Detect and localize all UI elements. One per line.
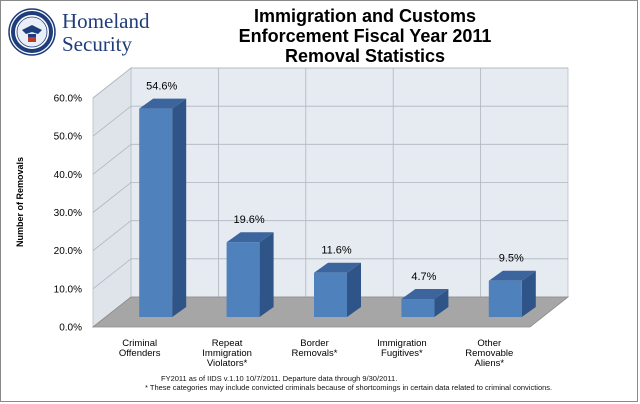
gridline <box>92 182 568 213</box>
bar-top <box>488 270 536 281</box>
y-tick-label: 20.0% <box>54 246 82 257</box>
bar-side <box>172 98 187 317</box>
data-label: 9.5% <box>499 253 524 265</box>
y-tick-label: 30.0% <box>54 208 82 219</box>
chart-title-line: Enforcement Fiscal Year 2011 <box>238 26 492 46</box>
x-tick-label: Border <box>300 338 329 349</box>
gridline <box>92 143 568 175</box>
bar <box>401 299 435 317</box>
bar-top <box>401 289 449 300</box>
x-tick-label: Other <box>477 338 501 349</box>
bar <box>226 242 260 317</box>
x-tick-label: Aliens* <box>475 358 505 369</box>
data-label: 19.6% <box>233 214 264 226</box>
y-tick-label: 60.0% <box>54 94 82 105</box>
bar <box>314 272 347 317</box>
y-axis-label: Number of Removals <box>15 157 25 247</box>
gridline <box>92 67 568 99</box>
gridline <box>92 105 568 137</box>
data-label: 54.6% <box>146 81 177 93</box>
x-tick-label: Immigration <box>202 348 252 359</box>
bar <box>488 280 522 317</box>
x-tick-label: Offenders <box>119 348 161 359</box>
dhs-logo: Homeland Security <box>8 8 198 56</box>
y-tick-label: 0.0% <box>59 323 82 334</box>
bar-top <box>226 232 274 243</box>
bar <box>139 108 173 317</box>
x-tick-label: Violators* <box>207 358 248 369</box>
x-tick-label: Removals* <box>292 348 338 359</box>
chart-title-line: Immigration and Customs <box>253 6 477 26</box>
y-tick-label: 10.0% <box>54 284 82 295</box>
footnote-data-source: FY2011 as of IIDS v.1.10 10/7/2011. Depa… <box>161 374 398 383</box>
gridline <box>92 220 568 251</box>
dhs-seal-icon <box>8 8 56 56</box>
logo-word-homeland: Homeland <box>62 9 150 33</box>
bar-side <box>434 289 449 317</box>
x-tick-label: Criminal <box>122 338 157 349</box>
chart-title-line: Removal Statistics <box>284 46 446 66</box>
bar-top <box>139 98 187 109</box>
chart-title: Immigration and Customs Enforcement Fisc… <box>200 6 530 66</box>
footnote-asterisk: * These categories may include convicted… <box>145 383 553 392</box>
x-tick-label: Immigration <box>377 338 427 349</box>
bar-side <box>259 232 274 317</box>
bar-top <box>314 262 361 273</box>
x-tick-label: Removable <box>465 348 513 359</box>
data-label: 4.7% <box>411 271 436 283</box>
bar-side <box>521 270 536 317</box>
gridline <box>92 258 568 290</box>
logo-word-security: Security <box>62 32 132 56</box>
y-tick-label: 40.0% <box>54 170 82 181</box>
data-label: 11.6% <box>321 245 352 257</box>
x-tick-label: Repeat <box>212 338 243 349</box>
x-tick-label: Fugitives* <box>381 348 423 359</box>
bar-side <box>347 262 361 317</box>
y-tick-label: 50.0% <box>54 132 82 143</box>
